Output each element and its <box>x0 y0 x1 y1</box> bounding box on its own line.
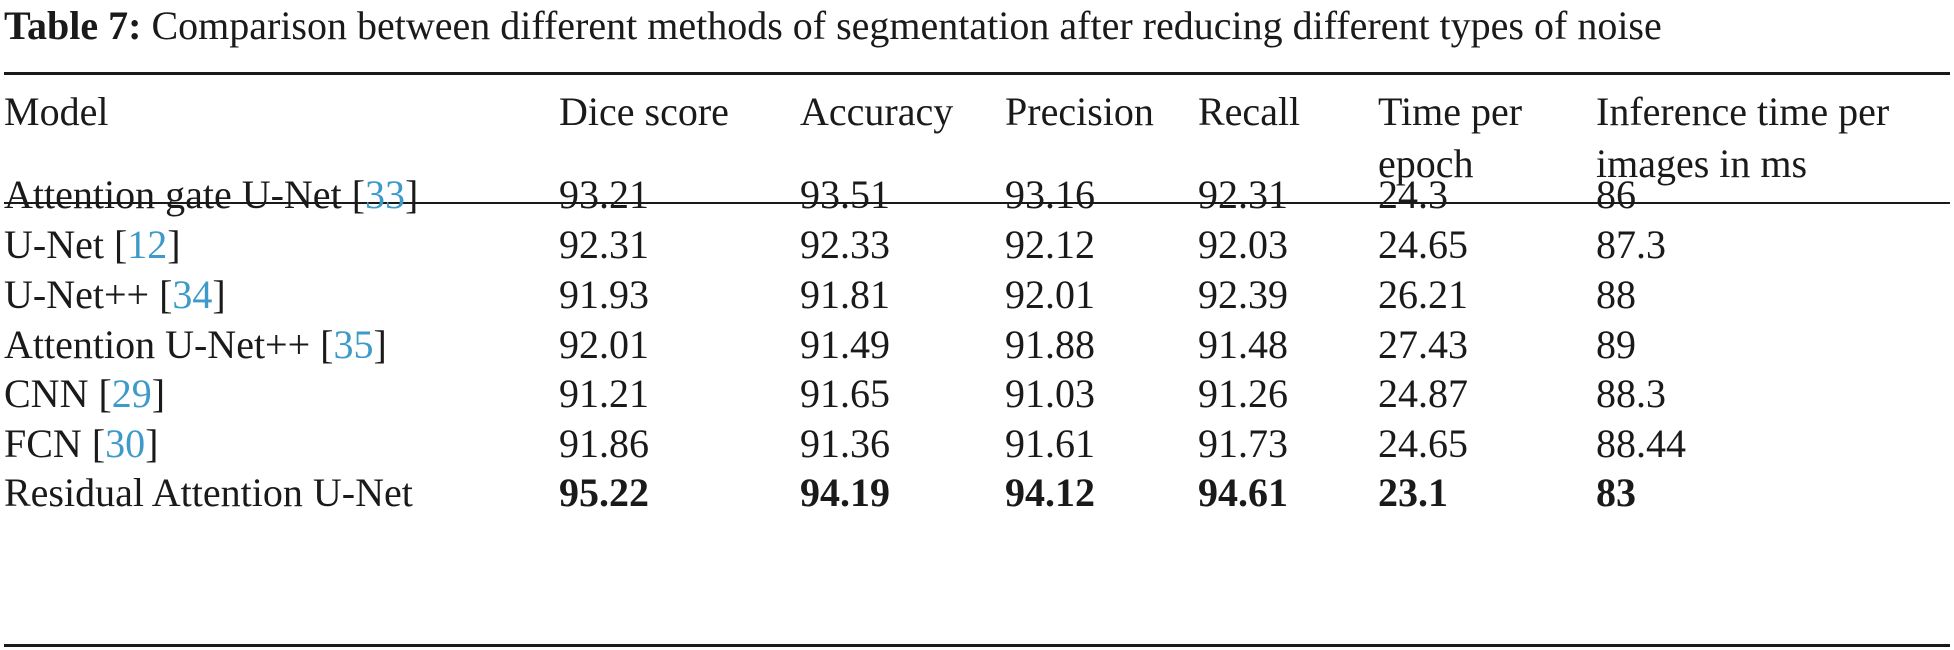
model-cell: Attention U-Net++ [35] <box>4 322 387 367</box>
value-cell: 91.73 <box>1198 421 1288 466</box>
model-name: Residual Attention U-Net <box>4 470 413 515</box>
column-header-line: Model <box>4 89 109 134</box>
citation-link[interactable]: 35 <box>333 322 374 367</box>
value-cell: 24.87 <box>1378 371 1468 416</box>
value-cell: 91.26 <box>1198 371 1288 416</box>
table-top-rule <box>4 72 1950 75</box>
value-cell: 91.03 <box>1005 371 1095 416</box>
value-cell: 94.61 <box>1198 470 1288 515</box>
model-name: U-Net++ <box>4 272 150 317</box>
value-cell: 88.3 <box>1596 371 1666 416</box>
value-cell: 92.31 <box>559 222 649 267</box>
column-header-line: Dice score <box>559 89 729 134</box>
value-cell: 91.93 <box>559 272 649 317</box>
value-cell: 91.48 <box>1198 322 1288 367</box>
column-header-line: Inference time per <box>1596 89 1890 134</box>
value-cell: 92.31 <box>1198 172 1288 217</box>
value-cell: 24.65 <box>1378 222 1468 267</box>
value-cell: 86 <box>1596 172 1636 217</box>
value-cell: 91.49 <box>800 322 890 367</box>
table-header-rule <box>4 202 1950 204</box>
value-cell: 88.44 <box>1596 421 1686 466</box>
column-header: Precision <box>1005 86 1154 138</box>
value-cell: 94.12 <box>1005 470 1095 515</box>
value-cell: 27.43 <box>1378 322 1468 367</box>
model-cell: U-Net [12] <box>4 222 181 267</box>
value-cell: 91.21 <box>559 371 649 416</box>
value-cell: 91.36 <box>800 421 890 466</box>
value-cell: 24.65 <box>1378 421 1468 466</box>
table-caption: Table 7: Comparison between different me… <box>4 0 1954 52</box>
model-cell: FCN [30] <box>4 421 159 466</box>
value-cell: 89 <box>1596 322 1636 367</box>
value-cell: 92.01 <box>559 322 649 367</box>
column-header: Model <box>4 86 108 138</box>
table-caption-label: Table 7: <box>4 3 142 48</box>
column-header-line: images in ms <box>1596 141 1808 186</box>
value-cell: 88 <box>1596 272 1636 317</box>
value-cell: 91.81 <box>800 272 890 317</box>
citation-link[interactable]: 12 <box>127 222 168 267</box>
column-header: Inference time per images in ms <box>1596 86 1889 190</box>
column-header: Time per epoch <box>1378 86 1522 190</box>
citation-link[interactable]: 33 <box>365 172 406 217</box>
model-name: Attention gate U-Net <box>4 172 342 217</box>
value-cell: 92.01 <box>1005 272 1095 317</box>
column-header-line: Precision <box>1005 89 1154 134</box>
model-cell: U-Net++ [34] <box>4 272 226 317</box>
value-cell: 92.12 <box>1005 222 1095 267</box>
value-cell: 91.88 <box>1005 322 1095 367</box>
value-cell: 95.22 <box>559 470 649 515</box>
table-caption-text: Comparison between different methods of … <box>141 3 1662 48</box>
value-cell: 93.16 <box>1005 172 1095 217</box>
model-name: CNN <box>4 371 89 416</box>
model-cell: Residual Attention U-Net <box>4 467 413 519</box>
value-cell: 23.1 <box>1378 470 1448 515</box>
column-header: Dice score <box>559 86 729 138</box>
citation-link[interactable]: 30 <box>105 421 146 466</box>
value-cell: 24.3 <box>1378 172 1448 217</box>
column-header: Accuracy <box>800 86 953 138</box>
column-header: Recall <box>1198 86 1300 138</box>
model-cell: Attention gate U-Net [33] <box>4 172 419 217</box>
value-cell: 93.51 <box>800 172 890 217</box>
value-cell: 92.03 <box>1198 222 1288 267</box>
table-bottom-rule <box>4 644 1950 647</box>
citation-link[interactable]: 29 <box>111 371 152 416</box>
value-cell: 87.3 <box>1596 222 1666 267</box>
model-cell: CNN [29] <box>4 371 166 416</box>
value-cell: 92.39 <box>1198 272 1288 317</box>
column-header-line: Accuracy <box>800 89 954 134</box>
model-name: FCN <box>4 421 82 466</box>
column-header-line: Recall <box>1198 89 1301 134</box>
value-cell: 93.21 <box>559 172 649 217</box>
value-cell: 83 <box>1596 470 1636 515</box>
model-name: Attention U-Net++ <box>4 322 311 367</box>
column-header-line: Time per <box>1378 89 1523 134</box>
model-name: U-Net <box>4 222 104 267</box>
value-cell: 91.86 <box>559 421 649 466</box>
value-cell: 94.19 <box>800 470 890 515</box>
citation-link[interactable]: 34 <box>172 272 213 317</box>
value-cell: 26.21 <box>1378 272 1468 317</box>
column-header-line: epoch <box>1378 141 1474 186</box>
value-cell: 91.61 <box>1005 421 1095 466</box>
value-cell: 92.33 <box>800 222 890 267</box>
value-cell: 91.65 <box>800 371 890 416</box>
